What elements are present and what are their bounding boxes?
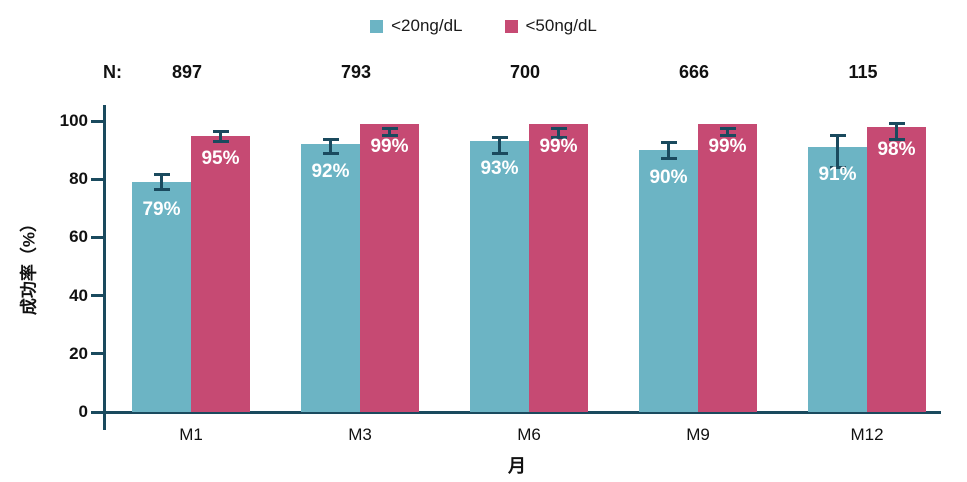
x-category-label-M3: M3 <box>348 425 372 444</box>
bar-M6-s0 <box>470 141 529 412</box>
bar-M12-s1 <box>867 126 926 412</box>
y-tick-label-60: 60 <box>69 227 88 247</box>
y-tick-label-0: 0 <box>78 402 88 421</box>
bar-value-label-M1-s0: 79% <box>142 199 181 221</box>
bar-value-label-M3-s0: 92% <box>311 161 350 183</box>
y-tick-20 <box>91 352 103 356</box>
y-axis-line <box>103 105 106 430</box>
y-tick-label-100: 100 <box>59 111 88 130</box>
y-tick-label-80: 80 <box>69 169 88 189</box>
n-value-M3: 793 <box>340 62 372 82</box>
error-bar-M12-s1 <box>895 123 898 140</box>
bar-value-label-M6-s0: 93% <box>480 158 519 180</box>
error-bar-M1-s0 <box>160 174 163 190</box>
error-cap-high-M9-s1 <box>719 126 736 130</box>
error-cap-low-M3-s1 <box>381 134 398 138</box>
error-cap-low-M12-s0 <box>829 166 846 170</box>
bar-value-label-M6-s1: 99% <box>539 135 578 157</box>
error-cap-low-M1-s1 <box>212 139 229 143</box>
bar-M1-s1 <box>191 135 250 412</box>
bar-M6-s1 <box>529 123 588 412</box>
error-bar-M6-s1 <box>557 128 560 137</box>
error-bar-M6-s0 <box>498 137 501 153</box>
x-category-label-M6: M6 <box>517 425 541 444</box>
bar-M9-s0 <box>639 150 698 412</box>
y-tick-40 <box>91 294 103 298</box>
y-tick-0 <box>91 410 103 414</box>
legend-swatch-pink-icon <box>504 19 518 33</box>
y-axis-title: 成功率（%） <box>19 214 39 316</box>
n-value-M1: 897 <box>171 62 203 82</box>
chart-legend: <20ng/dL <50ng/dL <box>0 16 967 36</box>
error-cap-low-M1-s0 <box>153 187 170 191</box>
x-category-label-M12: M12 <box>850 425 884 444</box>
n-value-M9: 666 <box>678 62 710 82</box>
n-row-label: N: <box>103 62 122 82</box>
error-cap-high-M12-s1 <box>888 121 905 125</box>
error-bar-M1-s1 <box>219 131 222 142</box>
legend-label-under20: <20ng/dL <box>391 16 463 35</box>
bar-M3-s0 <box>301 144 360 412</box>
x-axis-title: 月 <box>508 456 526 476</box>
error-cap-low-M3-s0 <box>322 151 339 155</box>
x-category-label-M1: M1 <box>179 425 203 444</box>
legend-label-under50: <50ng/dL <box>525 16 597 35</box>
error-cap-high-M3-s1 <box>381 126 398 130</box>
bar-M1-s0 <box>132 182 191 412</box>
bar-value-label-M3-s1: 99% <box>370 135 409 157</box>
error-cap-low-M6-s0 <box>491 151 508 155</box>
error-cap-low-M9-s0 <box>660 157 677 161</box>
bar-M9-s1 <box>698 123 757 412</box>
error-bar-M12-s0 <box>836 135 839 168</box>
error-bar-M3-s0 <box>329 139 332 153</box>
bar-value-label-M12-s1: 98% <box>877 138 916 160</box>
n-value-M12: 115 <box>848 62 878 82</box>
error-bar-M9-s1 <box>726 128 729 136</box>
error-cap-high-M6-s0 <box>491 135 508 139</box>
legend-swatch-teal-icon <box>370 19 384 33</box>
legend-item-under50: <50ng/dL <box>504 16 597 36</box>
error-cap-high-M12-s0 <box>829 134 846 138</box>
bar-M3-s1 <box>360 123 419 412</box>
y-tick-label-20: 20 <box>69 343 88 363</box>
bar-value-label-M12-s0: 91% <box>818 164 857 186</box>
legend-item-under20: <20ng/dL <box>370 16 463 36</box>
error-bar-M9-s0 <box>667 142 670 159</box>
bar-value-label-M9-s0: 90% <box>649 167 688 189</box>
bar-M12-s0 <box>808 147 867 412</box>
error-cap-high-M1-s0 <box>153 173 170 177</box>
x-category-label-M9: M9 <box>686 425 710 444</box>
y-tick-100 <box>91 119 103 123</box>
error-cap-low-M12-s1 <box>888 138 905 142</box>
y-tick-label-40: 40 <box>69 285 88 305</box>
y-tick-80 <box>91 177 103 181</box>
bar-value-label-M1-s1: 95% <box>201 147 240 169</box>
y-tick-60 <box>91 235 103 239</box>
error-cap-high-M6-s1 <box>550 126 567 130</box>
error-cap-low-M9-s1 <box>719 134 736 138</box>
bar-value-label-M9-s1: 99% <box>708 135 747 157</box>
error-cap-low-M6-s1 <box>550 135 567 139</box>
error-cap-high-M3-s0 <box>322 138 339 142</box>
error-bar-M3-s1 <box>388 128 391 136</box>
x-axis-line <box>103 411 941 414</box>
error-cap-high-M9-s0 <box>660 141 677 145</box>
n-value-M6: 700 <box>509 62 541 82</box>
error-cap-high-M1-s1 <box>212 129 229 133</box>
